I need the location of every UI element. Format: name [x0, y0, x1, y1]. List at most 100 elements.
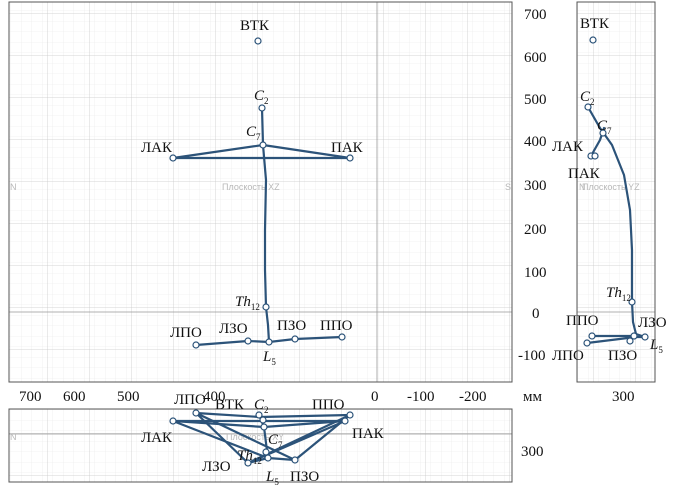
- y-tick: 100: [524, 265, 547, 281]
- c2-label: C2: [580, 89, 595, 107]
- lzo-label: ЛЗО: [638, 315, 667, 331]
- lak-label: ЛАК: [552, 139, 584, 155]
- vtk-label: ВТК: [240, 18, 270, 34]
- bottom-y-tick: 300: [521, 444, 544, 460]
- c7-label: C7: [268, 432, 283, 450]
- c7-label: C7: [246, 124, 261, 142]
- units-label: мм: [523, 389, 542, 405]
- vtk-point: [589, 36, 597, 44]
- ppo-label: ППО: [312, 397, 345, 413]
- th12-label: Th12: [235, 294, 260, 312]
- y-tick: 200: [524, 222, 547, 238]
- c2-point: [258, 104, 266, 112]
- l5-point: [641, 333, 649, 341]
- x-tick: 500: [117, 389, 140, 405]
- plane-label-yz: Плоскость YZ: [582, 182, 640, 192]
- x-tick: 600: [63, 389, 86, 405]
- pak-point: [346, 154, 354, 162]
- spine-line-xz: [260, 106, 271, 344]
- landmark-points-yz: [583, 36, 649, 347]
- pzo-label: ПЗО: [290, 469, 319, 485]
- pzo-point: [626, 337, 634, 345]
- lzo-point: [244, 337, 252, 345]
- ppo-point: [588, 332, 596, 340]
- y-tick: -100: [518, 348, 546, 364]
- ppo-point: [346, 411, 354, 419]
- lpo-label: ЛПО: [552, 348, 584, 364]
- pzo-label: ПЗО: [277, 318, 306, 334]
- c2-label: C2: [254, 88, 269, 106]
- c7-point: [259, 141, 267, 149]
- lzo-label: ЛЗО: [219, 321, 248, 337]
- pzo-point: [291, 456, 299, 464]
- lak-point: [169, 154, 177, 162]
- pak-label: ПАК: [331, 140, 364, 156]
- xy-panel: N Плоскость XY ЛПО ВТК C2 ППО ЛАК ПАК C7…: [8, 392, 513, 486]
- th12-label: Th12: [237, 448, 262, 466]
- ppo-label: ППО: [566, 313, 599, 329]
- x-tick: 0: [371, 389, 379, 405]
- ppo-point: [338, 333, 346, 341]
- x-tick: -100: [407, 389, 435, 405]
- l5-label: L5: [262, 349, 276, 367]
- lak-label: ЛАК: [141, 430, 173, 446]
- y-tick: 400: [524, 134, 547, 150]
- plane-label-xz: Плоскость XZ: [222, 182, 280, 192]
- c7-point: [599, 129, 607, 137]
- spine-line-yz: [586, 105, 647, 339]
- plane-label-xy: Плоскость XY: [226, 432, 284, 442]
- shoulder-line-xz: [171, 143, 352, 160]
- y-tick: 700: [524, 7, 547, 23]
- lpo-label: ЛПО: [170, 325, 202, 341]
- xz-panel: N S Плоскость XZ ВТК C2 C7 ЛАК ПАК Th12 …: [8, 1, 513, 383]
- north-mark-xy: N: [10, 432, 17, 442]
- x-tick: 700: [19, 389, 42, 405]
- ppo-label: ППО: [320, 318, 353, 334]
- vtk-point: [255, 411, 263, 419]
- north-mark-xz: N: [10, 182, 17, 192]
- lak-point: [169, 417, 177, 425]
- x-axis-ticks: 700 600 500 400 0 -100 -200 мм: [19, 389, 542, 405]
- pak-point: [591, 152, 599, 160]
- l5-label: L5: [649, 337, 663, 355]
- th12-point: [628, 298, 636, 306]
- yz-panel: Плоскость YZ N ВТК C2 C7 ЛАК ПАК Th12 ПП…: [552, 1, 667, 383]
- landmark-points-xy: [169, 409, 354, 467]
- y-tick: 500: [524, 92, 547, 108]
- th12-point: [262, 448, 270, 456]
- vtk-label: ВТК: [215, 397, 245, 413]
- c2-label: C2: [254, 397, 269, 415]
- c7-label: C7: [597, 118, 612, 136]
- lzo-point: [630, 332, 638, 340]
- c2-point: [584, 103, 592, 111]
- pak-label: ПАК: [352, 426, 385, 442]
- l5-label: L5: [265, 469, 279, 486]
- x-tick: 400: [203, 389, 226, 405]
- lpo-label: ЛПО: [174, 392, 206, 408]
- side-x-tick: 300: [612, 389, 635, 405]
- lzo-point: [244, 459, 252, 467]
- c7-point: [260, 423, 268, 431]
- l5-point: [265, 338, 273, 346]
- y-tick: 0: [532, 306, 540, 322]
- cross-lines-xy: [171, 411, 352, 465]
- north-mark-yz: N: [579, 182, 586, 192]
- y-tick: 600: [524, 50, 547, 66]
- lak-label: ЛАК: [141, 140, 173, 156]
- landmark-points-xz: [169, 37, 354, 349]
- c2-point: [259, 416, 267, 424]
- vtk-point: [254, 37, 262, 45]
- lpo-point: [583, 339, 591, 347]
- x-tick: -200: [459, 389, 487, 405]
- pzo-point: [291, 335, 299, 343]
- pak-label: ПАК: [568, 166, 601, 182]
- th12-label: Th12: [606, 285, 631, 303]
- vtk-label: ВТК: [580, 16, 610, 32]
- lpo-point: [192, 341, 200, 349]
- y-tick: 300: [524, 178, 547, 194]
- lpo-point: [192, 409, 200, 417]
- l5-point: [264, 454, 272, 462]
- pzo-label: ПЗО: [608, 348, 637, 364]
- south-mark-xz: S: [505, 182, 511, 192]
